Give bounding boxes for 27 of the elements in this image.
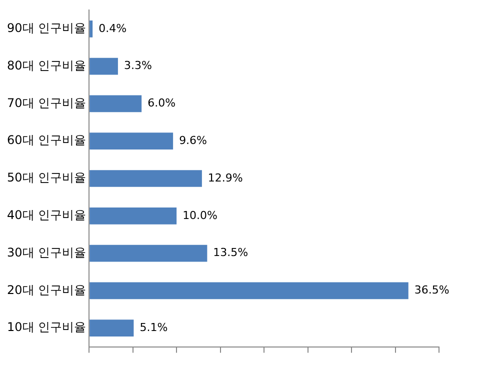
data-label: 12.9% <box>208 171 243 184</box>
bar <box>90 282 408 300</box>
data-label: 13.5% <box>213 246 248 260</box>
y-tick-label: 30대 인구비율 <box>6 245 86 260</box>
data-label: 0.4% <box>98 22 127 35</box>
y-tick-label: 20대 인구비율 <box>6 282 86 297</box>
data-label: 5.1% <box>140 320 168 334</box>
data-label: 3.3% <box>124 59 152 72</box>
y-tick-label: 60대 인구비율 <box>6 133 86 148</box>
bar <box>90 320 134 337</box>
bar <box>90 132 174 150</box>
bar <box>90 20 93 38</box>
y-tick-label: 50대 인구비율 <box>6 170 86 185</box>
data-label: 36.5% <box>414 284 450 297</box>
data-label: 9.6% <box>179 134 208 147</box>
y-tick-label: 90대 인구비율 <box>6 21 86 36</box>
bar <box>90 244 208 262</box>
y-tick-label: 10대 인구비율 <box>6 320 86 334</box>
bar <box>90 207 177 224</box>
bar <box>90 170 202 187</box>
bar <box>90 95 142 112</box>
y-tick-label: 40대 인구비율 <box>6 208 86 222</box>
y-tick-label: 80대 인구비율 <box>6 58 86 72</box>
bar <box>90 58 118 75</box>
data-label: 6.0% <box>148 96 176 110</box>
y-tick-label: 70대 인구비율 <box>6 96 86 110</box>
data-label: 10.0% <box>182 208 218 222</box>
